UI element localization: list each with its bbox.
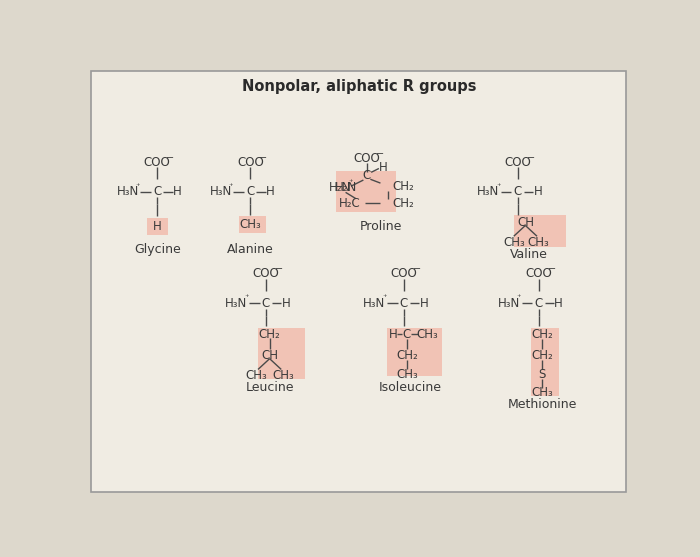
Text: CH₂: CH₂ — [531, 349, 553, 362]
Text: Nonpolar, aliphatic R groups: Nonpolar, aliphatic R groups — [241, 79, 476, 94]
Text: C: C — [246, 185, 254, 198]
Text: CH₃: CH₃ — [246, 369, 267, 382]
Text: H: H — [389, 328, 397, 340]
Text: CH₂: CH₂ — [392, 197, 414, 209]
Text: COO: COO — [237, 156, 264, 169]
Text: ⁺: ⁺ — [229, 182, 233, 190]
Text: ⁺: ⁺ — [496, 182, 500, 190]
Text: H: H — [281, 297, 290, 310]
Text: CH₃: CH₃ — [503, 236, 524, 249]
Text: H₃N: H₃N — [210, 185, 232, 198]
Text: S: S — [539, 368, 546, 380]
Text: H: H — [379, 161, 388, 174]
Text: CH: CH — [517, 216, 534, 229]
Text: ⁺: ⁺ — [244, 294, 248, 302]
Text: CH₃: CH₃ — [272, 369, 294, 382]
Text: H: H — [554, 297, 563, 310]
Text: H₂C: H₂C — [339, 197, 361, 209]
Text: CH₂: CH₂ — [259, 328, 281, 340]
Text: C: C — [514, 185, 522, 198]
Text: COO: COO — [144, 156, 171, 169]
Bar — [514, 214, 566, 247]
Text: −: − — [167, 153, 174, 163]
Text: C: C — [153, 185, 162, 198]
Text: −: − — [526, 153, 535, 163]
Text: ⁺: ⁺ — [517, 294, 522, 302]
Bar — [147, 218, 168, 234]
Text: H₂N: H₂N — [329, 181, 351, 194]
Text: Leucine: Leucine — [246, 382, 294, 394]
Text: H: H — [533, 185, 542, 198]
Text: Isoleucine: Isoleucine — [379, 382, 442, 394]
Text: COO: COO — [253, 267, 279, 281]
Text: COO: COO — [353, 152, 380, 165]
Text: C: C — [262, 297, 270, 310]
Text: H₂N: H₂N — [335, 181, 357, 194]
Bar — [531, 328, 559, 395]
Text: CH₃: CH₃ — [239, 218, 261, 231]
Text: Valine: Valine — [510, 248, 548, 261]
Text: C: C — [400, 297, 408, 310]
Text: −: − — [547, 265, 556, 275]
Text: CH₂: CH₂ — [392, 180, 414, 193]
Text: C: C — [534, 297, 542, 310]
Text: H₃N: H₃N — [477, 185, 499, 198]
Text: CH: CH — [261, 349, 278, 362]
Bar — [239, 216, 266, 233]
Text: CH₂: CH₂ — [531, 328, 553, 340]
Bar — [386, 328, 442, 377]
Text: H₃N: H₃N — [225, 297, 247, 310]
Text: H: H — [173, 185, 182, 198]
Text: ⁺: ⁺ — [136, 182, 140, 190]
Text: COO: COO — [504, 156, 531, 169]
Text: −: − — [413, 265, 421, 275]
Text: ⁺: ⁺ — [349, 178, 354, 187]
Text: CH₂: CH₂ — [396, 349, 418, 362]
Text: −: − — [376, 149, 384, 159]
Text: C: C — [402, 328, 411, 340]
Text: H: H — [153, 219, 162, 233]
Text: −: − — [260, 153, 267, 163]
Text: COO: COO — [391, 267, 417, 281]
Text: −: − — [275, 265, 283, 275]
Text: C: C — [363, 169, 370, 182]
Text: Glycine: Glycine — [134, 243, 181, 256]
Text: CH₃: CH₃ — [416, 328, 438, 340]
Text: H: H — [266, 185, 275, 198]
Text: ⁺: ⁺ — [382, 294, 386, 302]
Text: CH₃: CH₃ — [531, 386, 553, 399]
Text: H₃N: H₃N — [363, 297, 386, 310]
Text: H: H — [419, 297, 428, 310]
Text: Alanine: Alanine — [227, 243, 274, 256]
Text: Proline: Proline — [359, 219, 402, 233]
Bar — [258, 328, 304, 379]
Text: Methionine: Methionine — [508, 398, 577, 412]
Text: CH₃: CH₃ — [396, 368, 418, 380]
Text: H₃N: H₃N — [117, 185, 139, 198]
Text: CH₃: CH₃ — [527, 236, 549, 249]
Text: H₃N: H₃N — [498, 297, 520, 310]
Text: COO: COO — [525, 267, 552, 281]
Bar — [335, 171, 396, 212]
